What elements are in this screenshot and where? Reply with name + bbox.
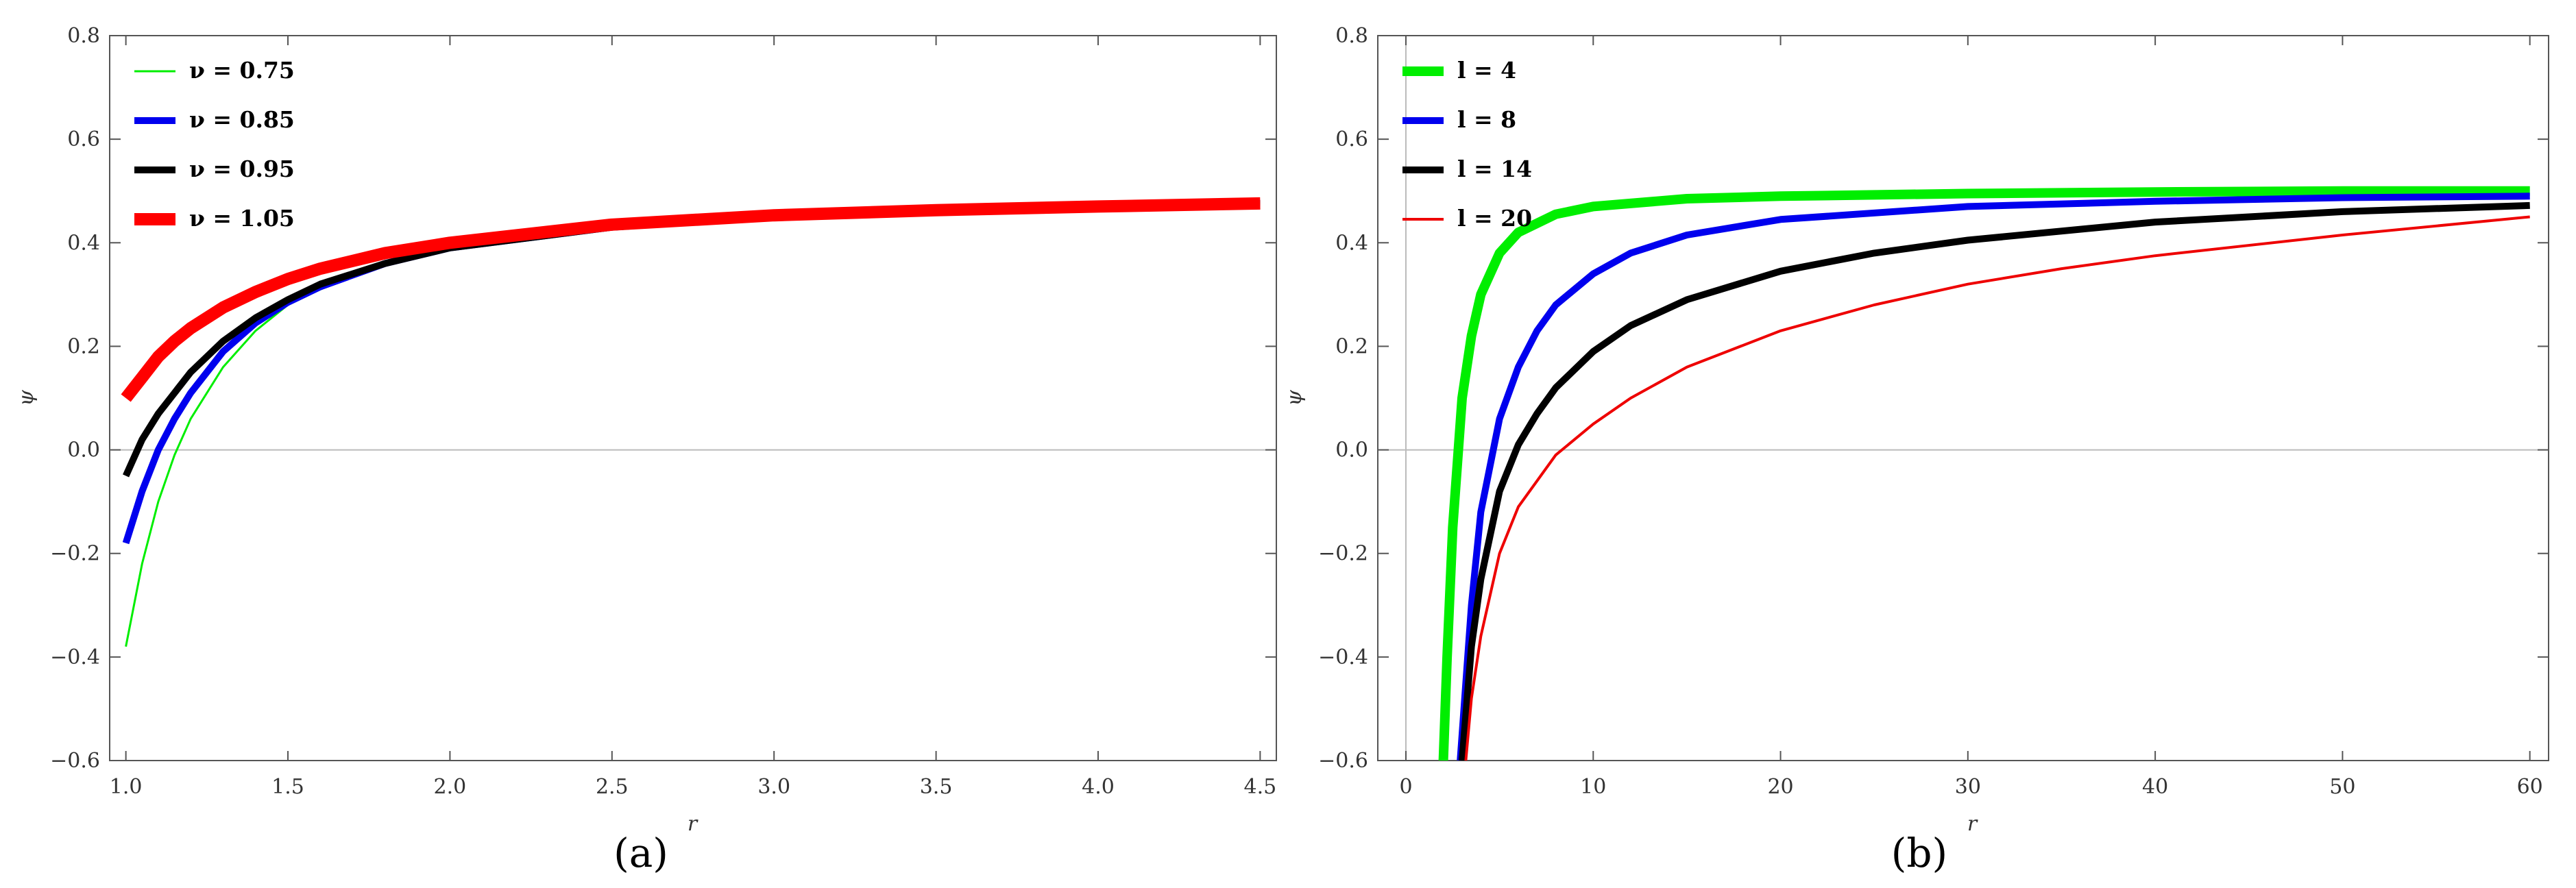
- y-tick-label: 0.6: [1335, 127, 1368, 151]
- x-tick-label: 30: [1955, 775, 1981, 799]
- y-tick-label: 0.0: [67, 439, 100, 463]
- legend-label: l = 8: [1457, 106, 1516, 133]
- x-tick-label: 20: [1767, 775, 1793, 799]
- legend-label: l = 20: [1457, 205, 1532, 232]
- x-tick-label: 10: [1580, 775, 1606, 799]
- y-tick-label: 0.8: [1335, 24, 1368, 48]
- series-line: [1438, 186, 2530, 761]
- x-tick-label: 4.5: [1244, 775, 1277, 799]
- x-axis-title: r: [688, 812, 698, 836]
- legend-label: l = 4: [1457, 57, 1516, 84]
- y-tick-label: −0.4: [1318, 645, 1368, 669]
- x-tick-label: 2.0: [434, 775, 467, 799]
- legend-label: l = 14: [1457, 156, 1532, 182]
- series-line: [123, 199, 1261, 478]
- y-tick-label: 0.2: [67, 334, 100, 358]
- plot-frame: [1377, 35, 2549, 761]
- y-axis-title: ψ: [1283, 390, 1307, 406]
- y-tick-label: −0.2: [50, 542, 100, 566]
- y-tick-label: −0.6: [1318, 749, 1368, 773]
- series-line: [1464, 215, 2530, 761]
- plot-frame: [109, 35, 1277, 761]
- legend-label: ν = 0.95: [189, 156, 295, 182]
- y-tick-label: 0.0: [1335, 439, 1368, 463]
- x-tick-label: 1.5: [271, 775, 304, 799]
- y-tick-label: 0.6: [67, 127, 100, 151]
- x-tick-label: 40: [2142, 775, 2168, 799]
- legend-label: ν = 0.85: [189, 106, 295, 133]
- x-axis-title: r: [1967, 812, 1978, 836]
- x-tick-label: 3.5: [920, 775, 953, 799]
- x-tick-label: 50: [2329, 775, 2355, 799]
- y-tick-label: 0.4: [67, 231, 100, 255]
- panel-b: 0 10 20 30 40 50 60 −0.6 −0.4 −0.2 0.0 0.2 0.4 0.6 0.8…: [1283, 24, 2549, 876]
- series-line: [122, 199, 1261, 545]
- series-line: [1459, 201, 2530, 761]
- y-tick-label: −0.4: [50, 645, 100, 669]
- series-line: [1457, 193, 2530, 761]
- panel-caption: (b): [1891, 830, 1947, 876]
- y-tick-label: −0.2: [1318, 542, 1368, 566]
- series-line: [125, 202, 1261, 647]
- panel-a: 1.0 1.5 2.0 2.5 3.0 3.5 4.0 4.5 −0.6 −0.4 −0.2 0.0 0…: [14, 24, 1277, 876]
- x-tick-label: 4.0: [1082, 775, 1115, 799]
- panel-caption: (a): [613, 830, 668, 876]
- y-axis-title: ψ: [14, 390, 38, 406]
- y-tick-label: 0.4: [1335, 231, 1368, 255]
- x-tick-label: 60: [2517, 775, 2543, 799]
- series-line: [121, 197, 1261, 402]
- y-tick-label: 0.8: [67, 24, 100, 48]
- legend-label: ν = 1.05: [189, 205, 295, 232]
- legend-label: ν = 0.75: [189, 57, 295, 84]
- x-tick-label: 3.0: [757, 775, 790, 799]
- x-tick-label: 1.0: [110, 775, 143, 799]
- x-tick-label: 2.5: [596, 775, 629, 799]
- y-tick-label: −0.6: [50, 749, 100, 773]
- x-tick-label: 0: [1399, 775, 1412, 799]
- y-tick-label: 0.2: [1335, 334, 1368, 358]
